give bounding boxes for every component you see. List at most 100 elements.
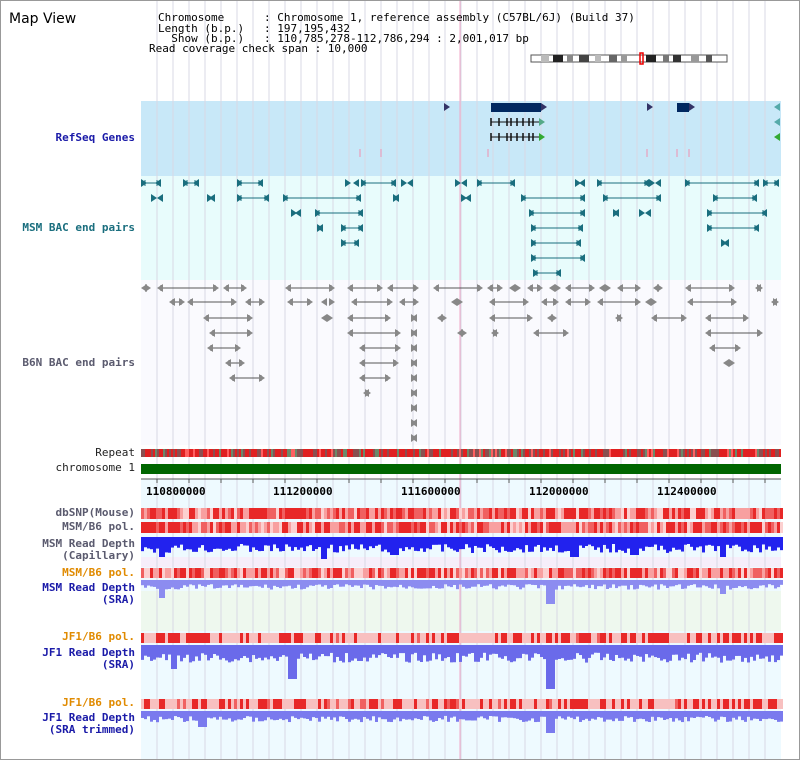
polymorphism-cell [366,633,369,643]
read-depth-bar [150,645,153,661]
read-depth-bar [447,645,450,658]
polymorphism-cell [780,508,783,519]
repeat-segment [269,449,271,457]
polymorphism-cell [690,699,693,709]
polymorphism-cell [450,699,453,709]
read-depth-bar [588,580,591,589]
msm-bac-end [639,209,645,217]
polymorphism-cell [468,568,471,578]
polymorphism-cell [633,699,636,709]
b6n-bac-end [329,298,335,306]
polymorphism-cell [546,633,549,643]
read-depth-bar [555,580,558,590]
polymorphism-cell [147,508,150,519]
read-depth-bar [558,537,561,553]
polymorphism-cell [768,699,771,709]
track-label-jf1-b6-pol-2[interactable]: JF1/B6 pol. [62,696,135,709]
msm-bac-end [477,179,483,187]
read-depth-bar [753,580,756,589]
read-depth-bar [477,645,480,662]
repeat-segment [241,449,243,457]
polymorphism-cell [264,508,267,519]
read-depth-bar [195,645,198,657]
track-label-jf1-depth-trim-1[interactable]: JF1 Read Depth [42,711,135,724]
repeat-segment [175,449,177,457]
repeat-segment [605,449,607,457]
read-depth-bar [471,580,474,587]
read-depth-bar [285,580,288,587]
track-label-msm-bac[interactable]: MSM BAC end pairs [22,221,135,234]
polymorphism-cell [765,508,768,519]
polymorphism-cell [183,568,186,578]
polymorphism-cell [552,633,555,643]
polymorphism-cell [192,522,195,533]
polymorphism-cell [417,633,420,643]
read-depth-bar [348,711,351,722]
repeat-segment [671,449,673,457]
polymorphism-cell [369,699,372,709]
read-depth-bar [366,580,369,585]
repeat-segment [443,449,445,457]
polymorphism-cell [210,633,213,643]
track-label-msm-b6-pol-2[interactable]: MSM/B6 pol. [62,566,135,579]
polymorphism-cell [369,633,372,643]
track-label-msm-b6-pol-1[interactable]: MSM/B6 pol. [62,520,135,533]
read-depth-bar [585,645,588,663]
read-depth-bar [447,711,450,722]
polymorphism-cell [345,522,348,533]
read-depth-bar [213,645,216,655]
polymorphism-cell [195,508,198,519]
msm-bac-end [341,224,347,232]
read-depth-bar [249,645,252,663]
track-label-jf1-b6-pol-1[interactable]: JF1/B6 pol. [62,630,135,643]
polymorphism-cell [441,522,444,533]
repeat-segment [721,449,723,457]
read-depth-bar [657,645,660,658]
polymorphism-cell [531,508,534,519]
read-depth-bar [747,580,750,589]
repeat-segment [427,449,429,457]
msm-bac-end [531,239,537,247]
read-depth-bar [390,580,393,588]
read-depth-bar [549,711,552,733]
polymorphism-cell [438,568,441,578]
polymorphism-cell [174,633,177,643]
read-depth-bar [408,645,411,663]
polymorphism-cell [597,522,600,533]
read-depth-bar [564,645,567,661]
read-depth-bar [645,645,648,655]
read-depth-bar [477,537,480,548]
track-label-refseq[interactable]: RefSeq Genes [55,131,135,144]
polymorphism-cell [432,508,435,519]
track-label-b6n-bac[interactable]: B6N BAC end pairs [22,356,135,369]
read-depth-bar [156,580,159,589]
polymorphism-cell [606,508,609,519]
polymorphism-cell [204,508,207,519]
polymorphism-cell [579,699,582,709]
track-label-msm-depth-sra-1[interactable]: MSM Read Depth [42,581,135,594]
track-label-dbsnp[interactable]: dbSNP(Mouse) [55,506,135,519]
read-depth-bar [402,537,405,552]
polymorphism-cell [450,633,453,643]
repeat-segment [701,449,703,457]
track-label-msm-depth-cap-1[interactable]: MSM Read Depth [42,537,135,550]
polymorphism-cell [465,522,468,533]
polymorphism-cell [558,508,561,519]
repeat-segment [185,449,187,457]
polymorphism-cell [372,633,375,643]
read-depth-bar [510,645,513,663]
b6n-bac-end [651,298,657,306]
read-depth-bar [414,645,417,653]
polymorphism-cell [519,633,522,643]
track-label-jf1-depth-sra-1[interactable]: JF1 Read Depth [42,646,135,659]
read-depth-bar [663,580,666,586]
read-depth-bar [294,537,297,548]
read-depth-bar [171,580,174,588]
read-depth-bar [657,580,660,590]
repeat-segment [329,449,331,457]
polymorphism-cell [711,633,714,643]
polymorphism-cell [462,568,465,578]
polymorphism-cell [486,699,489,709]
read-depth-bar [678,711,681,721]
